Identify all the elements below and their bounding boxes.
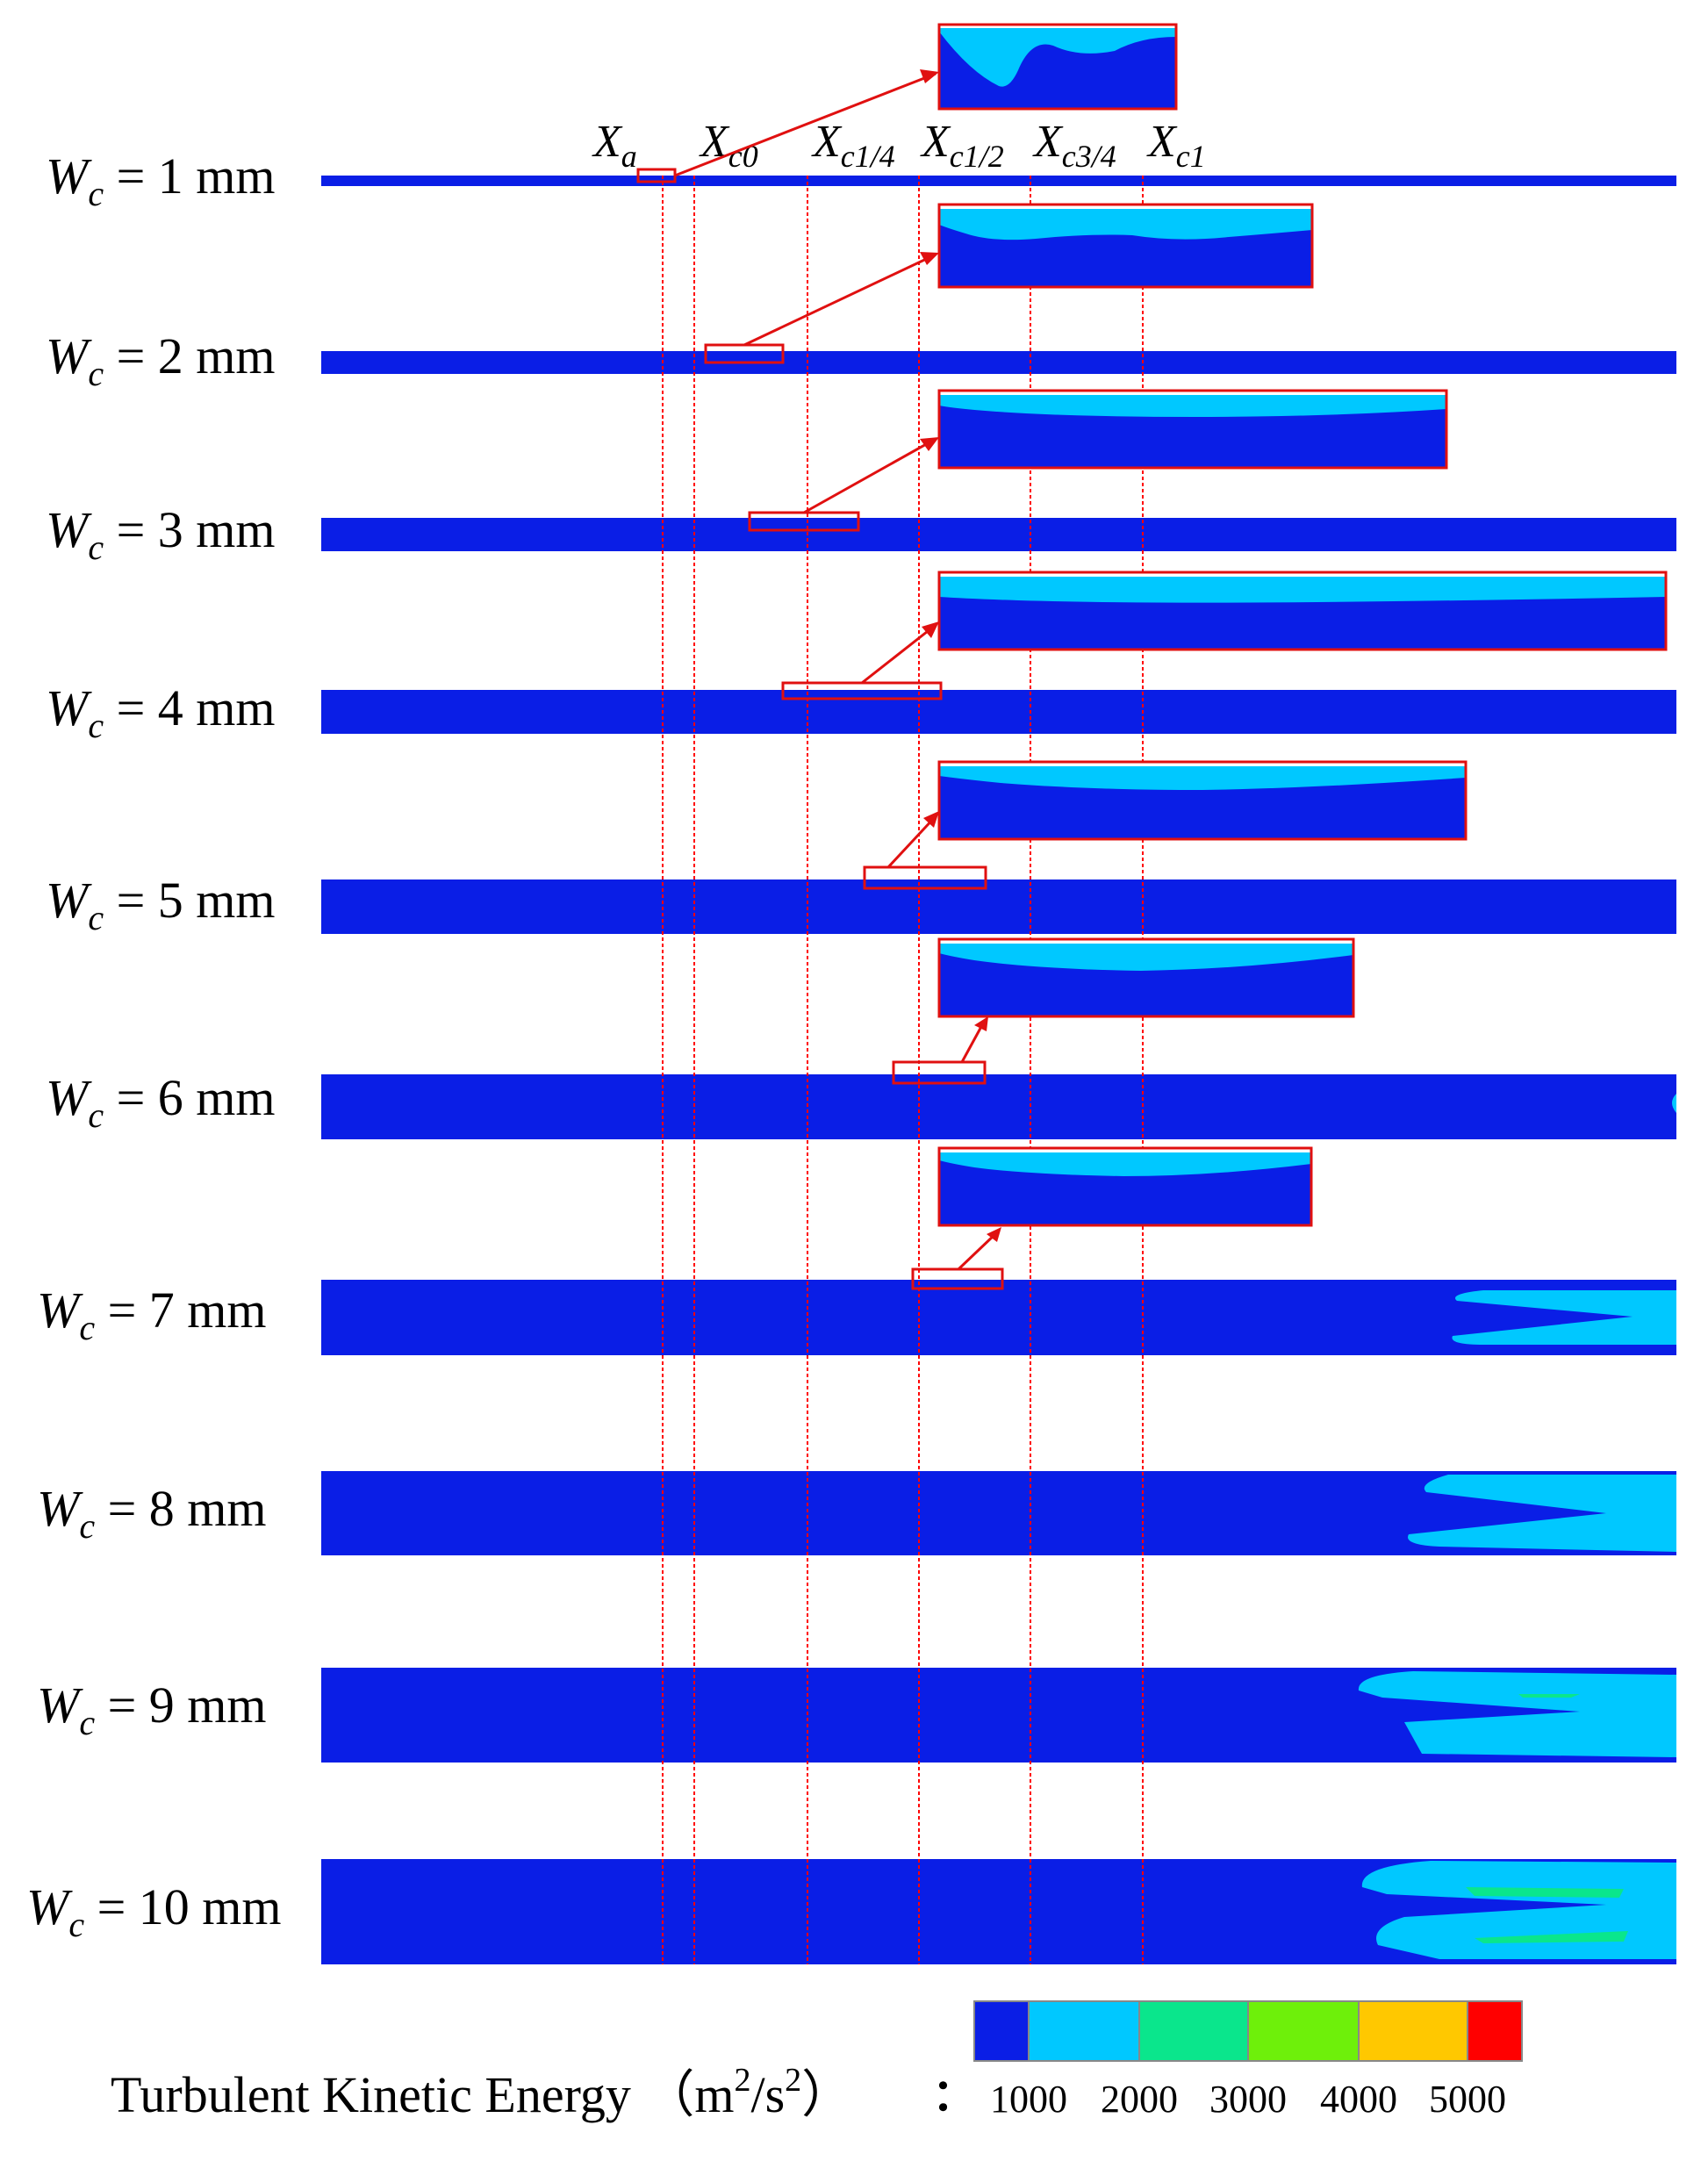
inset-5mm-frame <box>937 760 1468 841</box>
inset-5mm-light-region <box>939 765 1466 790</box>
row-label-6mm: Wc = 6 mm <box>46 1069 276 1135</box>
marker-xc1-4: Xc1/4 <box>811 117 895 174</box>
row-label-4mm: Wc = 4 mm <box>46 679 276 745</box>
colorbar-swatch-4000-5000 <box>1359 2001 1468 2061</box>
guide-lines <box>662 176 1144 1964</box>
inset-7mm-light-region <box>939 1152 1311 1176</box>
channel-9mm-high-spot <box>1518 1694 1580 1698</box>
inset-6mm-light-region <box>939 943 1353 971</box>
colorbar-legend: 1000 2000 3000 4000 5000 Turbulent Kinet… <box>111 2000 1523 2123</box>
inset-1mm-light-region <box>939 26 1176 87</box>
inset-4mm-frame <box>937 571 1668 651</box>
inset-4mm <box>781 571 1668 700</box>
inset-7mm-arrowhead <box>987 1227 1001 1242</box>
colorbar-swatch-5000-plus <box>1468 2001 1522 2061</box>
channel-6mm <box>321 1074 1676 1139</box>
marker-xc1: Xc1 <box>1146 117 1206 174</box>
inset-5mm-arrowhead <box>923 811 939 828</box>
colorbar-swatch-3000-4000 <box>1248 2001 1359 2061</box>
colorbar-tick-2000: 2000 <box>1101 2078 1178 2121</box>
marker-xa: Xa <box>592 117 637 174</box>
inset-2mm <box>704 203 1314 364</box>
channel-10mm-high-spot-lower <box>1475 1931 1628 1943</box>
channel-6mm-outlet-spot <box>1672 1094 1676 1113</box>
colorbar-tick-3000: 3000 <box>1209 2078 1287 2121</box>
inset-2mm-wall <box>939 205 1312 209</box>
inset-7mm-source-box <box>911 1267 1004 1290</box>
row-label-8mm: Wc = 8 mm <box>37 1480 267 1546</box>
channel-9mm-jet-region <box>1358 1671 1676 1757</box>
inset-6mm-arrowhead <box>974 1016 988 1031</box>
inset-1mm-arrowhead <box>920 69 939 83</box>
inset-2mm-arrow <box>743 253 937 347</box>
channel-10mm-high-spot-upper <box>1466 1887 1624 1898</box>
inset-1mm-wall <box>939 25 1176 28</box>
inset-6mm <box>892 937 1355 1085</box>
channel-3mm <box>321 518 1676 551</box>
channel-4mm <box>321 690 1676 734</box>
inset-3mm-light-region <box>939 393 1446 417</box>
inset-3mm-arrow <box>803 437 937 514</box>
legend-title: Turbulent Kinetic Energy （m2/s2） <box>111 2062 852 2123</box>
inset-4mm-arrowhead <box>922 621 939 638</box>
inset-2mm-frame <box>937 203 1314 289</box>
channel-1mm <box>321 176 1676 186</box>
inset-6mm-wall <box>939 939 1353 944</box>
colorbar-swatch-2000-3000 <box>1139 2001 1248 2061</box>
inset-5mm-wall <box>939 762 1466 766</box>
inset-5mm-source-box <box>863 865 987 890</box>
row-label-7mm: Wc = 7 mm <box>37 1282 267 1347</box>
inset-2mm-light-region <box>939 207 1312 241</box>
row-label-5mm: Wc = 5 mm <box>46 872 276 937</box>
inset-3mm-arrowhead <box>920 437 939 451</box>
colorbar-swatch-0-1000 <box>974 2001 1029 2061</box>
inset-4mm-arrow <box>861 623 937 685</box>
channel-2mm <box>321 351 1676 374</box>
inset-5mm <box>863 760 1468 890</box>
inset-4mm-light-region <box>939 576 1666 603</box>
marker-xc3-4: Xc3/4 <box>1032 117 1116 174</box>
row-label-10mm: Wc = 10 mm <box>26 1878 282 1944</box>
colorbar-tick-1000: 1000 <box>990 2078 1067 2121</box>
inset-3mm-frame <box>937 389 1448 470</box>
marker-labels: Xa Xc0 Xc1/4 Xc1/2 Xc3/4 Xc1 <box>592 117 1206 174</box>
inset-2mm-arrowhead <box>920 252 939 265</box>
marker-xc1-2: Xc1/2 <box>920 117 1004 174</box>
row-label-3mm: Wc = 3 mm <box>46 501 276 567</box>
inset-7mm-frame <box>937 1146 1313 1227</box>
inset-7mm-wall <box>939 1148 1311 1152</box>
channel-8mm-jet-region <box>1408 1475 1676 1552</box>
row-label-9mm: Wc = 9 mm <box>37 1676 267 1742</box>
colorbar-dividers <box>1028 2001 1468 2061</box>
inset-6mm-arrow <box>960 1023 985 1063</box>
channel-7mm-jet-region <box>1452 1290 1676 1345</box>
inset-4mm-wall <box>939 572 1666 577</box>
inset-7mm-arrow <box>957 1232 997 1271</box>
inset-3mm-wall <box>939 391 1446 395</box>
inset-1mm-frame <box>937 23 1178 111</box>
colorbar-ticks: 1000 2000 3000 4000 5000 <box>990 2078 1506 2121</box>
inset-6mm-source-box <box>892 1060 987 1085</box>
row-label-2mm: Wc = 2 mm <box>46 327 276 393</box>
legend-separator: ： <box>932 2071 976 2120</box>
inset-7mm <box>911 1146 1313 1290</box>
channels <box>321 176 1676 1964</box>
inset-6mm-frame <box>937 937 1355 1018</box>
channel-5mm <box>321 879 1676 934</box>
colorbar-tick-4000: 4000 <box>1320 2078 1397 2121</box>
row-label-1mm: Wc = 1 mm <box>46 147 276 213</box>
inset-1mm-arrow <box>674 72 937 177</box>
colorbar-swatch-1000-2000 <box>1029 2001 1139 2061</box>
zoom-insets <box>636 23 1668 1290</box>
row-labels: Wc = 1 mm Wc = 2 mm Wc = 3 mm Wc = 4 mm … <box>26 147 282 1944</box>
colorbar-tick-5000: 5000 <box>1429 2078 1506 2121</box>
inset-1mm <box>636 23 1178 183</box>
inset-3mm <box>748 389 1448 532</box>
channel-7mm <box>321 1280 1676 1355</box>
inset-5mm-arrow <box>886 815 937 869</box>
